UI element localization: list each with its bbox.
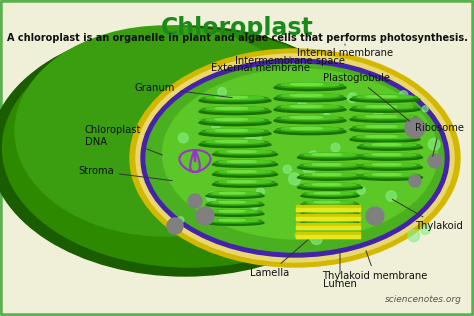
- Ellipse shape: [290, 105, 323, 107]
- Ellipse shape: [357, 115, 413, 118]
- Ellipse shape: [219, 219, 245, 221]
- Ellipse shape: [350, 107, 420, 112]
- Ellipse shape: [300, 163, 360, 168]
- Ellipse shape: [366, 106, 397, 107]
- Circle shape: [289, 173, 301, 185]
- Ellipse shape: [219, 160, 271, 163]
- Ellipse shape: [314, 192, 340, 194]
- Ellipse shape: [372, 164, 401, 165]
- Ellipse shape: [212, 172, 277, 177]
- Ellipse shape: [227, 161, 256, 162]
- Ellipse shape: [2, 29, 377, 267]
- Ellipse shape: [307, 201, 353, 204]
- Ellipse shape: [276, 105, 344, 110]
- Ellipse shape: [301, 220, 359, 225]
- Circle shape: [167, 218, 183, 234]
- Ellipse shape: [274, 118, 346, 124]
- Ellipse shape: [314, 210, 340, 212]
- Ellipse shape: [201, 107, 268, 112]
- Ellipse shape: [304, 173, 356, 176]
- Ellipse shape: [219, 192, 245, 194]
- Ellipse shape: [212, 210, 258, 213]
- Ellipse shape: [215, 180, 275, 185]
- Ellipse shape: [360, 153, 420, 158]
- Ellipse shape: [276, 83, 344, 88]
- Ellipse shape: [281, 105, 339, 108]
- Circle shape: [428, 138, 440, 150]
- Ellipse shape: [366, 136, 397, 137]
- Ellipse shape: [300, 183, 360, 188]
- Text: Plastoglobule: Plastoglobule: [323, 73, 410, 121]
- Circle shape: [386, 191, 396, 201]
- Circle shape: [188, 194, 202, 208]
- Ellipse shape: [357, 165, 422, 170]
- Circle shape: [366, 207, 384, 225]
- Ellipse shape: [208, 219, 262, 223]
- Ellipse shape: [219, 201, 245, 203]
- Circle shape: [428, 154, 442, 168]
- Ellipse shape: [366, 116, 397, 118]
- Ellipse shape: [215, 118, 247, 120]
- Text: Thylakoid: Thylakoid: [392, 199, 463, 231]
- Ellipse shape: [206, 96, 264, 100]
- Ellipse shape: [281, 116, 339, 119]
- Ellipse shape: [300, 153, 360, 158]
- Ellipse shape: [298, 165, 363, 170]
- Ellipse shape: [307, 210, 353, 213]
- Circle shape: [295, 232, 301, 239]
- Ellipse shape: [364, 153, 416, 156]
- Ellipse shape: [303, 201, 357, 205]
- Ellipse shape: [364, 163, 416, 167]
- Ellipse shape: [357, 175, 422, 180]
- Ellipse shape: [350, 117, 420, 122]
- Ellipse shape: [206, 140, 264, 143]
- Ellipse shape: [350, 127, 420, 132]
- Ellipse shape: [274, 85, 346, 91]
- Text: Thylakoid membrane: Thylakoid membrane: [322, 251, 428, 281]
- Ellipse shape: [312, 154, 341, 155]
- Bar: [296, 208, 360, 211]
- Ellipse shape: [281, 127, 339, 131]
- Circle shape: [399, 91, 408, 100]
- Bar: [296, 235, 360, 238]
- Ellipse shape: [206, 118, 264, 121]
- Ellipse shape: [212, 201, 258, 204]
- Ellipse shape: [0, 26, 380, 276]
- Ellipse shape: [312, 184, 341, 185]
- Ellipse shape: [199, 98, 271, 104]
- Ellipse shape: [357, 125, 413, 128]
- Ellipse shape: [215, 170, 275, 175]
- Ellipse shape: [199, 120, 271, 126]
- Ellipse shape: [274, 96, 346, 102]
- Ellipse shape: [215, 140, 247, 142]
- Ellipse shape: [215, 96, 247, 98]
- Circle shape: [177, 217, 184, 223]
- Ellipse shape: [360, 143, 420, 148]
- Ellipse shape: [136, 54, 454, 262]
- Ellipse shape: [290, 116, 323, 118]
- Ellipse shape: [199, 142, 271, 148]
- Ellipse shape: [364, 173, 416, 176]
- Ellipse shape: [163, 69, 438, 239]
- Ellipse shape: [212, 192, 258, 195]
- Circle shape: [420, 225, 430, 234]
- Ellipse shape: [276, 127, 344, 132]
- Ellipse shape: [212, 152, 277, 157]
- Circle shape: [405, 118, 425, 138]
- Ellipse shape: [314, 201, 340, 203]
- Ellipse shape: [353, 95, 418, 100]
- Ellipse shape: [301, 193, 359, 198]
- Ellipse shape: [290, 127, 323, 129]
- Ellipse shape: [201, 96, 268, 101]
- Bar: [296, 214, 360, 220]
- Ellipse shape: [298, 155, 363, 160]
- Ellipse shape: [130, 49, 460, 267]
- Bar: [296, 223, 360, 229]
- Ellipse shape: [350, 97, 420, 102]
- Text: Intermembrane space: Intermembrane space: [235, 56, 345, 66]
- Ellipse shape: [206, 193, 264, 198]
- Bar: [296, 226, 360, 229]
- Circle shape: [348, 93, 357, 103]
- Text: A chloroplast is an organelle in plant and algae cells that performs photosynthe: A chloroplast is an organelle in plant a…: [7, 33, 467, 43]
